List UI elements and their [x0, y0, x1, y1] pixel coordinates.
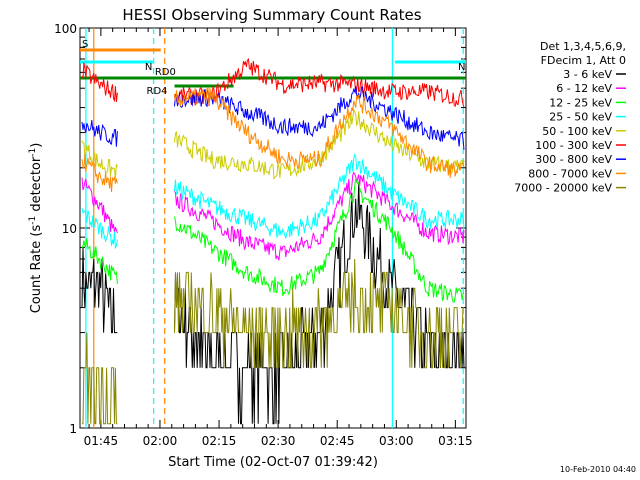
- x-tick-label: 02:00: [143, 434, 178, 448]
- y-axis-label-part: ): [29, 143, 44, 148]
- footer-timestamp: 10-Feb-2010 04:40: [560, 465, 636, 474]
- y-axis-label-part: Count Rate (s: [29, 225, 44, 314]
- legend-entry: 800 - 7000 keV: [528, 167, 612, 180]
- flag-label: S: [82, 39, 88, 50]
- series-line: [174, 87, 465, 178]
- flag-label: N: [145, 62, 152, 73]
- series-line: [174, 258, 464, 369]
- series-line: [174, 86, 465, 150]
- y-tick-label: 1: [69, 422, 77, 436]
- legend-header: FDecim 1, Att 0: [541, 54, 626, 67]
- x-tick-label: 02:15: [202, 434, 237, 448]
- flag-label: N: [458, 62, 465, 73]
- series-line: [81, 153, 118, 193]
- series-line: [174, 177, 465, 303]
- series-line: [81, 120, 118, 147]
- series-line: [81, 62, 118, 103]
- y-axis-label: Count Rate (s-1 detector-1): [28, 143, 44, 314]
- legend-entry: 3 - 6 keV: [563, 68, 612, 81]
- y-axis-label-part: detector: [29, 156, 44, 216]
- flag-label: RD0: [155, 67, 176, 78]
- series-line: [81, 247, 118, 334]
- legend-entry: 7000 - 20000 keV: [514, 182, 612, 195]
- legend-entry: 50 - 100 keV: [542, 125, 612, 138]
- chart-title: HESSI Observing Summary Count Rates: [122, 6, 421, 24]
- x-tick-label: 01:45: [84, 434, 119, 448]
- legend-entry: 100 - 300 keV: [535, 139, 612, 152]
- legend-entry: 300 - 800 keV: [535, 153, 612, 166]
- x-tick-label: 03:00: [379, 434, 414, 448]
- flag-label: RD4: [147, 86, 168, 97]
- series-line: [174, 108, 465, 180]
- y-axis-label-part: -1: [28, 148, 38, 157]
- legend-entry: 25 - 50 keV: [549, 111, 612, 124]
- x-tick-label: 02:30: [261, 434, 296, 448]
- x-tick-label: 02:45: [320, 434, 355, 448]
- x-tick-label: 03:15: [438, 434, 473, 448]
- series-line: [174, 57, 465, 108]
- series-line: [174, 181, 465, 425]
- series-line: [174, 171, 465, 261]
- series-line: [174, 153, 465, 239]
- series-line: [81, 177, 118, 234]
- legend-entry: 12 - 25 keV: [549, 96, 612, 109]
- series-line: [81, 238, 118, 285]
- y-tick-label: 10: [62, 222, 77, 236]
- legend-entry: 6 - 12 keV: [556, 82, 612, 95]
- y-tick-label: 100: [54, 22, 77, 36]
- series-line: [81, 207, 118, 250]
- series-line: [81, 140, 118, 179]
- x-axis-label: Start Time (02-Oct-07 01:39:42): [168, 455, 378, 470]
- y-axis-label-part: -1: [28, 216, 38, 225]
- series-line: [82, 332, 118, 425]
- legend-header: Det 1,3,4,5,6,9,: [540, 40, 626, 53]
